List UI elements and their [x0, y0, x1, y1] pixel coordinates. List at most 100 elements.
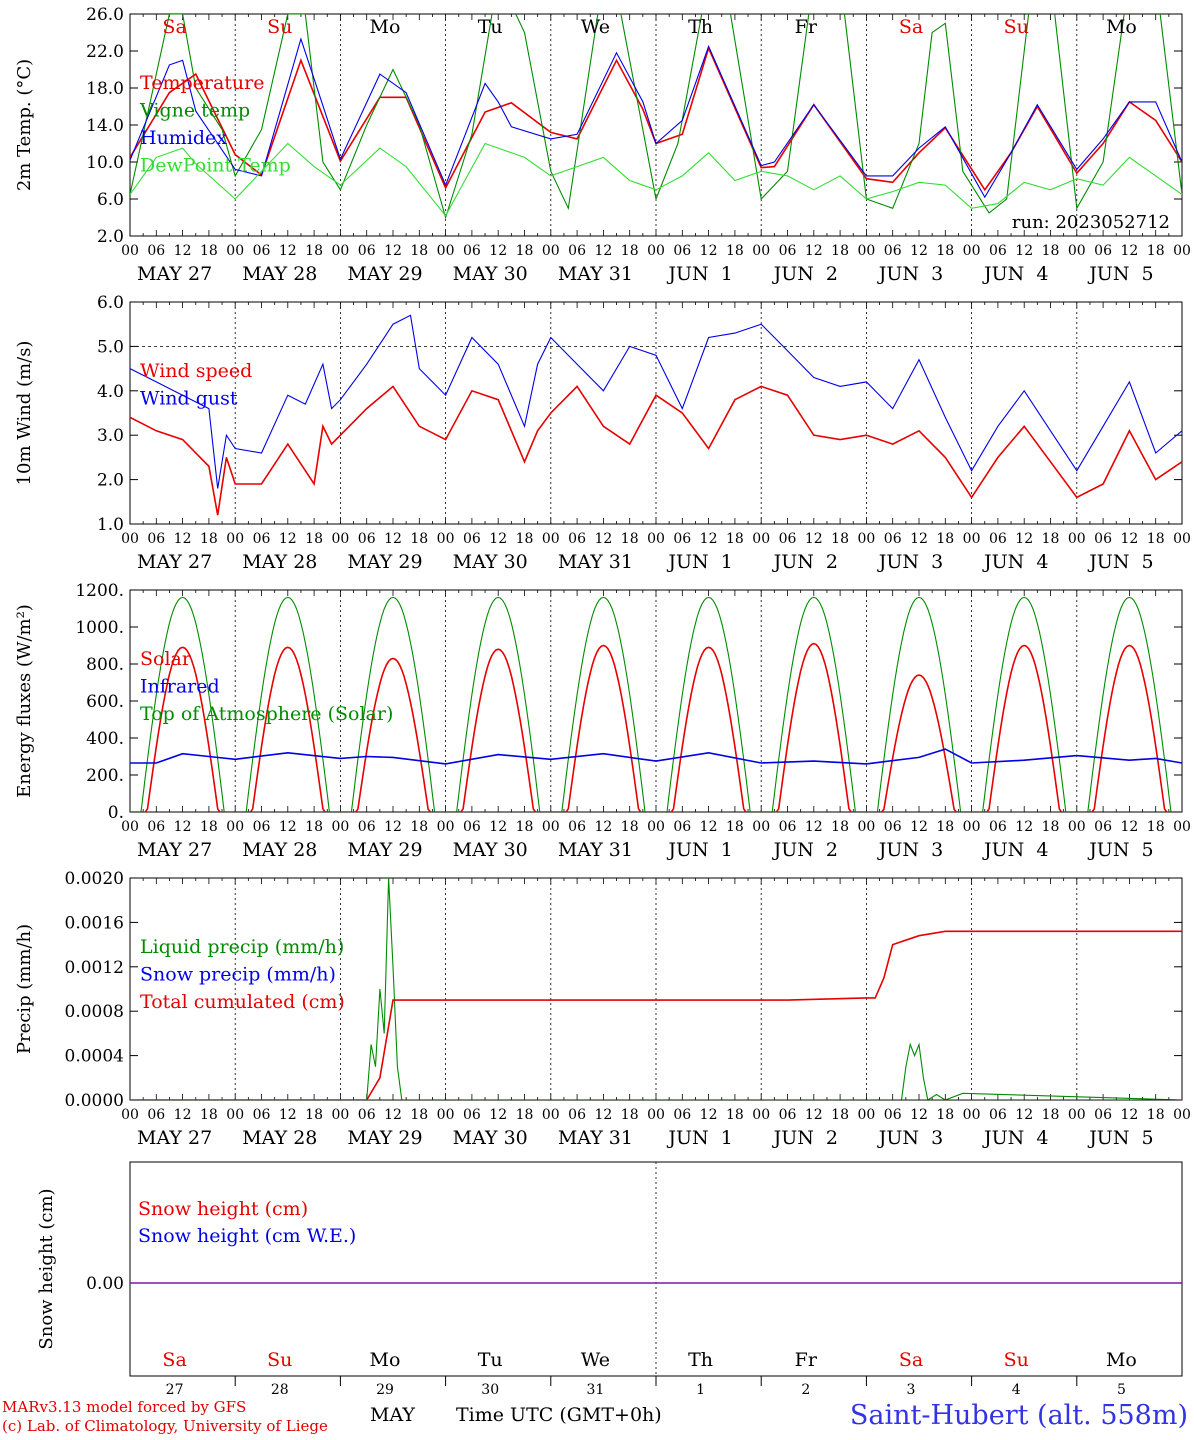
y-tick-label: 1000. — [75, 618, 124, 638]
hour-label: 06 — [779, 243, 797, 259]
hour-label: 00 — [963, 819, 981, 835]
legend-entry: Top of Atmosphere (Solar) — [140, 703, 393, 725]
hour-label: 06 — [463, 243, 481, 259]
hour-label: 06 — [253, 243, 271, 259]
hour-label: 00 — [1068, 243, 1086, 259]
date-label: MAY 31 — [558, 1127, 633, 1149]
hour-label: 18 — [410, 819, 428, 835]
y-tick-label: 3.0 — [97, 426, 124, 446]
hour-label: 06 — [463, 819, 481, 835]
hour-label: 00 — [857, 1107, 875, 1123]
hour-label: 12 — [384, 243, 402, 259]
hour-label: 00 — [542, 243, 560, 259]
series-group — [130, 596, 1182, 812]
hour-label: 18 — [936, 531, 954, 547]
hour-label: 18 — [831, 1107, 849, 1123]
y-tick-label: 5.0 — [97, 337, 124, 357]
y-tick-label: 0.0000 — [65, 1091, 124, 1111]
y-axis-label: Precip (mm/h) — [14, 924, 35, 1054]
hour-label: 18 — [1147, 1107, 1165, 1123]
y-tick-label: 6.0 — [97, 293, 124, 313]
hour-label: 06 — [989, 819, 1007, 835]
hour-label: 12 — [594, 531, 612, 547]
hour-label: 00 — [226, 819, 244, 835]
hour-label: 12 — [1015, 1107, 1033, 1123]
hour-label: 00 — [121, 243, 139, 259]
hour-label: 12 — [384, 819, 402, 835]
hour-label: 06 — [1094, 1107, 1112, 1123]
date-label: JUN 5 — [1087, 551, 1153, 573]
hour-label: 00 — [963, 1107, 981, 1123]
series-group — [130, 314, 1182, 516]
hour-label: 00 — [121, 531, 139, 547]
hour-label: 06 — [1094, 243, 1112, 259]
series-group — [130, 878, 1182, 1100]
y-tick-label: 400. — [86, 729, 124, 749]
date-label: MAY 29 — [347, 263, 422, 285]
series-line-humidex — [130, 37, 1182, 199]
series-line-vigne-temp — [130, 14, 1182, 220]
weekday-label: Fr — [795, 16, 818, 38]
date-label: MAY 28 — [242, 839, 317, 861]
hour-label: 12 — [489, 531, 507, 547]
hour-label: 06 — [1094, 819, 1112, 835]
hour-label: 18 — [936, 819, 954, 835]
date-label: JUN 3 — [877, 839, 943, 861]
hour-label: 06 — [989, 531, 1007, 547]
hour-label: 06 — [147, 1107, 165, 1123]
hour-label: 18 — [726, 819, 744, 835]
hour-label: 12 — [174, 243, 192, 259]
hour-label: 12 — [805, 819, 823, 835]
y-tick-label: 800. — [86, 655, 124, 675]
hour-label: 00 — [437, 243, 455, 259]
date-label: JUN 1 — [666, 551, 732, 573]
weekday-label: Sa — [899, 16, 923, 38]
weekday-label: Su — [267, 1349, 292, 1371]
hour-label: 18 — [200, 531, 218, 547]
legend-entry: Snow height (cm W.E.) — [138, 1225, 356, 1247]
y-axis-label: 10m Wind (m/s) — [14, 341, 35, 486]
hour-label: 00 — [647, 531, 665, 547]
hour-label: 18 — [200, 1107, 218, 1123]
hour-label: 18 — [200, 819, 218, 835]
legend-entry: Wind speed — [140, 360, 252, 382]
hour-label: 00 — [857, 243, 875, 259]
hour-label: 00 — [542, 1107, 560, 1123]
y-tick-label: 0. — [108, 803, 124, 823]
hour-label: 00 — [331, 1107, 349, 1123]
hour-label: 12 — [384, 1107, 402, 1123]
hour-label: 12 — [1015, 243, 1033, 259]
hour-label: 06 — [884, 1107, 902, 1123]
hour-label: 12 — [910, 1107, 928, 1123]
y-tick-label: 1.0 — [97, 515, 124, 535]
date-label: MAY 29 — [347, 839, 422, 861]
hour-label: 12 — [805, 531, 823, 547]
hour-label: 06 — [673, 531, 691, 547]
day-number-label: 28 — [271, 1382, 289, 1398]
y-tick-label: 4.0 — [97, 382, 124, 402]
hour-label: 18 — [1042, 243, 1060, 259]
hour-label: 12 — [1015, 531, 1033, 547]
hour-label: 12 — [489, 1107, 507, 1123]
y-tick-label: 200. — [86, 766, 124, 786]
weekday-label: Tu — [478, 16, 503, 38]
hour-label: 00 — [857, 819, 875, 835]
hour-label: 18 — [516, 1107, 534, 1123]
hour-label: 06 — [463, 531, 481, 547]
hour-label: 06 — [1094, 531, 1112, 547]
hour-label: 06 — [147, 243, 165, 259]
hour-label: 12 — [910, 531, 928, 547]
hour-label: 00 — [963, 531, 981, 547]
hour-label: 18 — [516, 819, 534, 835]
weekday-label: We — [581, 16, 610, 38]
hour-label: 00 — [647, 1107, 665, 1123]
series-line-liquid-precip-mm-h- — [130, 878, 1182, 1100]
hour-label: 12 — [700, 243, 718, 259]
hour-label: 18 — [621, 1107, 639, 1123]
hour-label: 18 — [1147, 531, 1165, 547]
y-tick-label: 0.0016 — [65, 913, 124, 933]
hour-label: 00 — [647, 819, 665, 835]
weekday-label: We — [581, 1349, 610, 1371]
date-label: JUN 2 — [772, 263, 838, 285]
time-axis-label: Time UTC (GMT+0h) — [456, 1404, 662, 1426]
